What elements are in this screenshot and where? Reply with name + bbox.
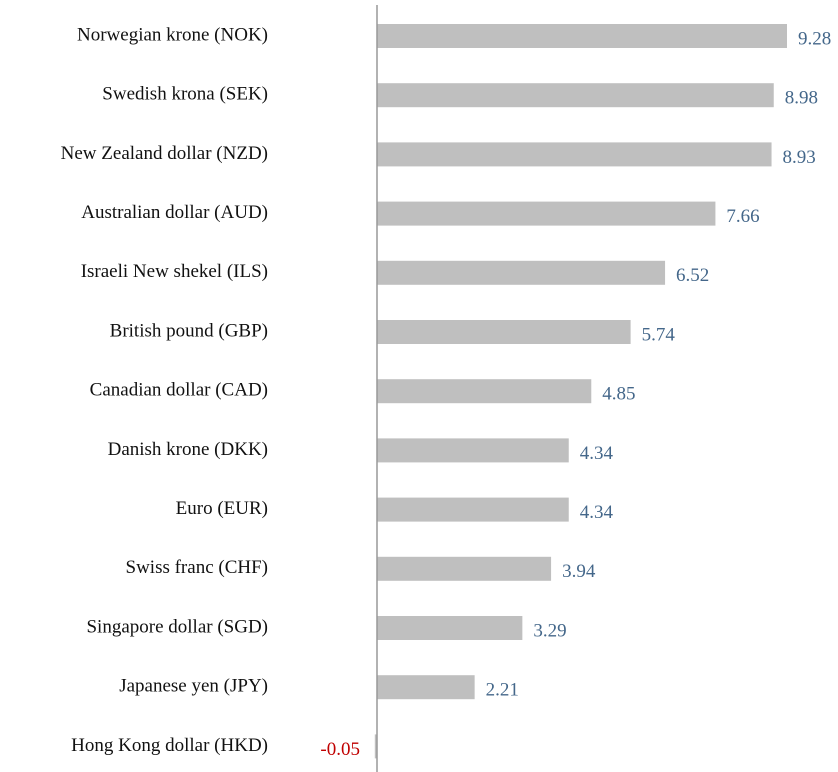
value-label: 5.74 xyxy=(642,324,676,345)
category-label: Australian dollar (AUD) xyxy=(81,202,268,223)
bar xyxy=(377,379,592,404)
category-label: Danish krone (DKK) xyxy=(108,439,268,460)
category-label: Canadian dollar (CAD) xyxy=(90,380,268,401)
category-label: Norwegian krone (NOK) xyxy=(77,24,268,45)
value-label: 3.94 xyxy=(562,561,596,582)
value-label: 4.34 xyxy=(580,443,614,464)
category-label: Singapore dollar (SGD) xyxy=(86,616,268,637)
value-label: 4.85 xyxy=(602,384,635,405)
bar xyxy=(377,142,772,167)
bar xyxy=(377,497,569,522)
value-label: 8.98 xyxy=(785,88,818,109)
category-label: British pound (GBP) xyxy=(110,320,268,341)
bar xyxy=(377,616,523,640)
category-label: New Zealand dollar (NZD) xyxy=(61,143,268,164)
bar xyxy=(374,734,377,759)
value-label: 2.21 xyxy=(486,680,519,701)
bar xyxy=(377,83,774,108)
value-label: -0.05 xyxy=(320,739,360,760)
value-label: 4.34 xyxy=(580,502,614,523)
bar xyxy=(377,556,552,581)
value-label: 8.93 xyxy=(783,147,816,168)
category-label: Swedish krona (SEK) xyxy=(102,84,268,105)
category-label: Hong Kong dollar (HKD) xyxy=(71,735,268,756)
value-label: 7.66 xyxy=(726,206,759,227)
bar xyxy=(377,438,569,463)
category-label: Israeli New shekel (ILS) xyxy=(81,261,268,282)
bar xyxy=(377,24,787,48)
category-label: Japanese yen (JPY) xyxy=(119,676,268,697)
value-label: 6.52 xyxy=(676,265,709,286)
bar xyxy=(377,675,475,700)
category-label: Swiss franc (CHF) xyxy=(126,557,269,578)
value-label: 9.28 xyxy=(798,28,831,49)
bar xyxy=(377,260,666,285)
bar xyxy=(377,320,631,344)
value-label: 3.29 xyxy=(533,620,566,641)
bar xyxy=(377,201,716,226)
category-label: Euro (EUR) xyxy=(176,498,268,519)
